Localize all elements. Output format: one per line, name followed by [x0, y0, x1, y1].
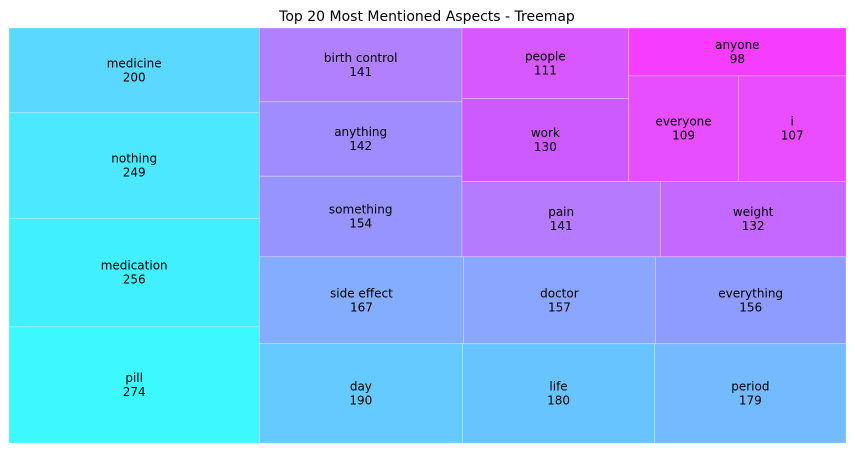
tile-pill	[8, 326, 260, 444]
tile-weight	[659, 180, 847, 258]
tile-value-weight: 132	[742, 219, 765, 233]
tile-label-day: day	[350, 379, 372, 393]
tile-value-medication: 256	[123, 273, 146, 287]
tile-label-period: period	[731, 379, 769, 393]
tile-medicine	[8, 27, 260, 114]
tile-value-everyone: 109	[672, 129, 695, 143]
tile-label-pill: pill	[125, 371, 143, 385]
tile-label-everything: everything	[718, 286, 783, 300]
tile-birth-control	[258, 27, 463, 103]
tile-i	[737, 75, 847, 182]
tile-label-everyone: everyone	[655, 115, 711, 129]
tile-life	[461, 343, 656, 444]
tile-value-nothing: 249	[123, 166, 146, 180]
tile-value-anything: 142	[349, 139, 372, 153]
tile-value-pill: 274	[123, 385, 146, 399]
tile-label-doctor: doctor	[540, 286, 579, 300]
tile-value-doctor: 157	[548, 300, 571, 314]
tile-value-birth-control: 141	[349, 65, 372, 79]
tile-label-medicine: medicine	[107, 56, 162, 70]
tile-something	[258, 175, 463, 258]
tile-anything	[258, 101, 463, 177]
tile-value-side-effect: 167	[350, 300, 373, 314]
tile-label-pain: pain	[548, 205, 574, 219]
tile-value-i: 107	[781, 129, 804, 143]
tile-label-people: people	[525, 49, 566, 63]
tile-value-people: 111	[534, 63, 557, 77]
tile-label-weight: weight	[733, 205, 774, 219]
tile-anyone	[628, 27, 847, 77]
tile-period	[654, 343, 847, 444]
tile-label-work: work	[531, 126, 560, 140]
tile-doctor	[463, 256, 656, 345]
tile-pain	[461, 180, 661, 258]
tile-label-anything: anything	[334, 125, 387, 139]
tile-label-birth-control: birth control	[324, 51, 398, 65]
tile-value-day: 190	[349, 393, 372, 407]
tile-day	[258, 343, 463, 444]
tile-label-i: i	[791, 115, 794, 129]
tile-label-nothing: nothing	[111, 152, 157, 166]
tile-label-medication: medication	[101, 259, 168, 273]
chart-title: Top 20 Most Mentioned Aspects - Treemap	[278, 9, 575, 25]
tile-everything	[654, 256, 847, 345]
tile-label-something: something	[329, 203, 393, 217]
tile-value-anyone: 98	[730, 52, 745, 66]
tile-label-side-effect: side effect	[330, 286, 393, 300]
tile-value-period: 179	[739, 393, 762, 407]
tile-value-everything: 156	[739, 300, 762, 314]
tile-people	[461, 27, 630, 100]
tile-value-medicine: 200	[123, 70, 146, 84]
tile-side-effect	[258, 256, 464, 345]
tile-value-pain: 141	[550, 219, 573, 233]
tile-value-work: 130	[534, 140, 557, 154]
tile-nothing	[8, 112, 260, 219]
tile-label-life: life	[549, 379, 567, 393]
tile-label-anyone: anyone	[715, 38, 759, 52]
tile-value-something: 154	[349, 217, 372, 231]
tile-value-life: 180	[547, 393, 570, 407]
tile-medication	[8, 217, 260, 328]
